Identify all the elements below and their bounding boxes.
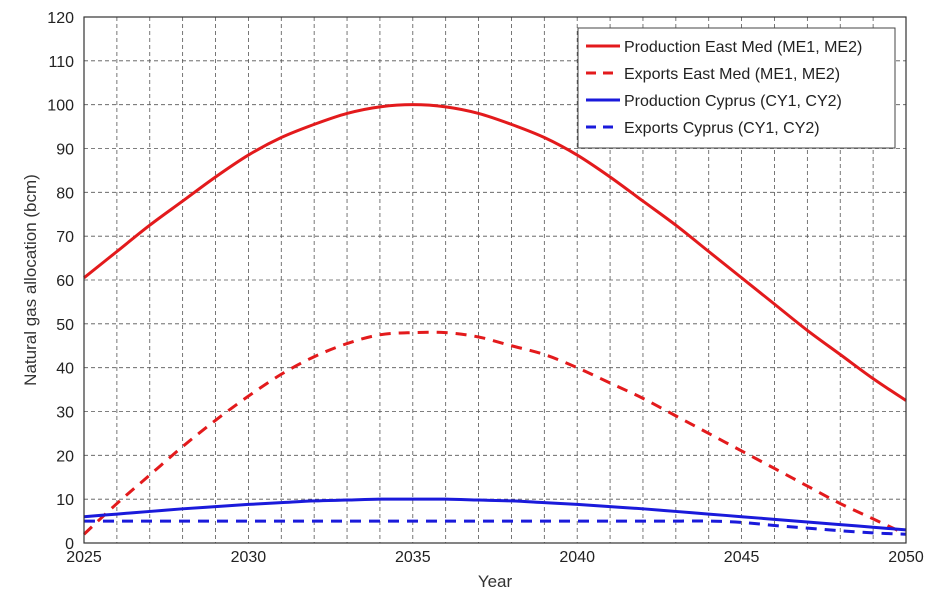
y-axis-title: Natural gas allocation (bcm) (21, 174, 40, 386)
legend-label-4: Exports Cyprus (CY1, CY2) (624, 120, 820, 137)
series-line-4 (84, 519, 907, 536)
series-layer (82, 103, 907, 536)
y-tick-label: 70 (56, 229, 74, 246)
y-tick-label: 0 (65, 536, 74, 553)
y-tick-label: 40 (56, 361, 74, 378)
y-tick-label: 60 (56, 273, 74, 290)
x-tick-label: 2035 (395, 549, 431, 566)
legend-box (577, 27, 896, 149)
y-tick-label: 30 (56, 405, 74, 422)
x-tick-label: 2045 (724, 549, 760, 566)
series-line-1 (83, 103, 907, 402)
y-tick-label: 100 (47, 98, 74, 115)
x-tick-label: 2025 (66, 549, 102, 566)
x-tick-label: 2030 (231, 549, 267, 566)
y-tick-label: 20 (56, 448, 74, 465)
legend-label-1: Production East Med (ME1, ME2) (624, 39, 862, 56)
y-tick-label: 90 (56, 142, 74, 159)
x-axis-title: Year (478, 572, 513, 590)
x-tick-label: 2050 (888, 549, 924, 566)
series-line-3 (83, 497, 907, 532)
legend-label-2: Exports East Med (ME1, ME2) (624, 66, 840, 83)
y-tick-label: 110 (48, 54, 74, 71)
x-axis-ticks: 2025 2030 2035 2040 2045 2050 (66, 549, 924, 566)
y-tick-label: 80 (56, 185, 74, 202)
x-tick-label: 2040 (559, 549, 595, 566)
y-tick-label: 10 (56, 492, 74, 509)
series-line-2 (82, 330, 907, 536)
plot-frame (83, 16, 907, 544)
y-tick-label: 50 (56, 317, 74, 334)
legend-label-3: Production Cyprus (CY1, CY2) (624, 93, 842, 110)
y-tick-label: 120 (47, 10, 74, 27)
y-axis-ticks: 0 10 20 30 40 50 60 70 80 90 100 110 120 (47, 10, 74, 553)
legend: Production East Med (ME1, ME2) Exports Ea… (577, 27, 896, 149)
